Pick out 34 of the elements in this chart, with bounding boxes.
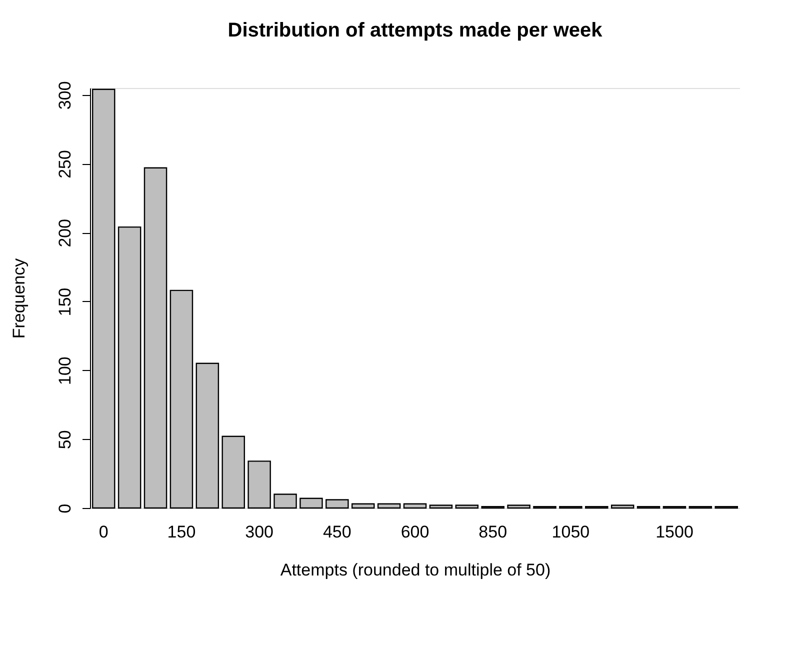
bar [610,504,634,509]
x-tick-label: 0 [98,522,108,542]
bar [196,362,220,509]
bar [248,460,271,509]
bar [455,504,479,509]
y-axis-title: Frequency [10,258,28,339]
y-tick-label: 100 [56,356,74,385]
y-tick-label: 150 [56,288,74,316]
y-tick-label: 250 [56,150,74,178]
x-tick-label: 600 [400,522,430,542]
y-tick-label: 200 [56,218,74,248]
x-tick-label: 450 [322,522,352,542]
x-tick-label: 150 [167,522,196,542]
y-tick-label: 0 [56,504,74,514]
x-tick-label: 850 [478,522,508,542]
y-tick-label: 50 [56,430,74,450]
bar [274,494,297,509]
x-tick-label: 1500 [656,522,694,542]
bar [222,436,245,509]
x-tick-label: 1050 [552,522,590,542]
bar [507,504,530,509]
bar [429,504,453,509]
bar [170,290,194,509]
x-tick-label: 300 [245,522,274,542]
bar [377,503,401,509]
bar [144,167,168,509]
bar [300,498,323,509]
x-axis-title: Attempts (rounded to multiple of 50) [280,560,551,580]
bar [118,226,142,509]
chart-title: Distribution of attempts made per week [228,20,604,42]
y-tick-label: 300 [56,81,74,110]
bar [351,503,375,509]
bar [326,499,349,509]
bar [403,503,427,509]
